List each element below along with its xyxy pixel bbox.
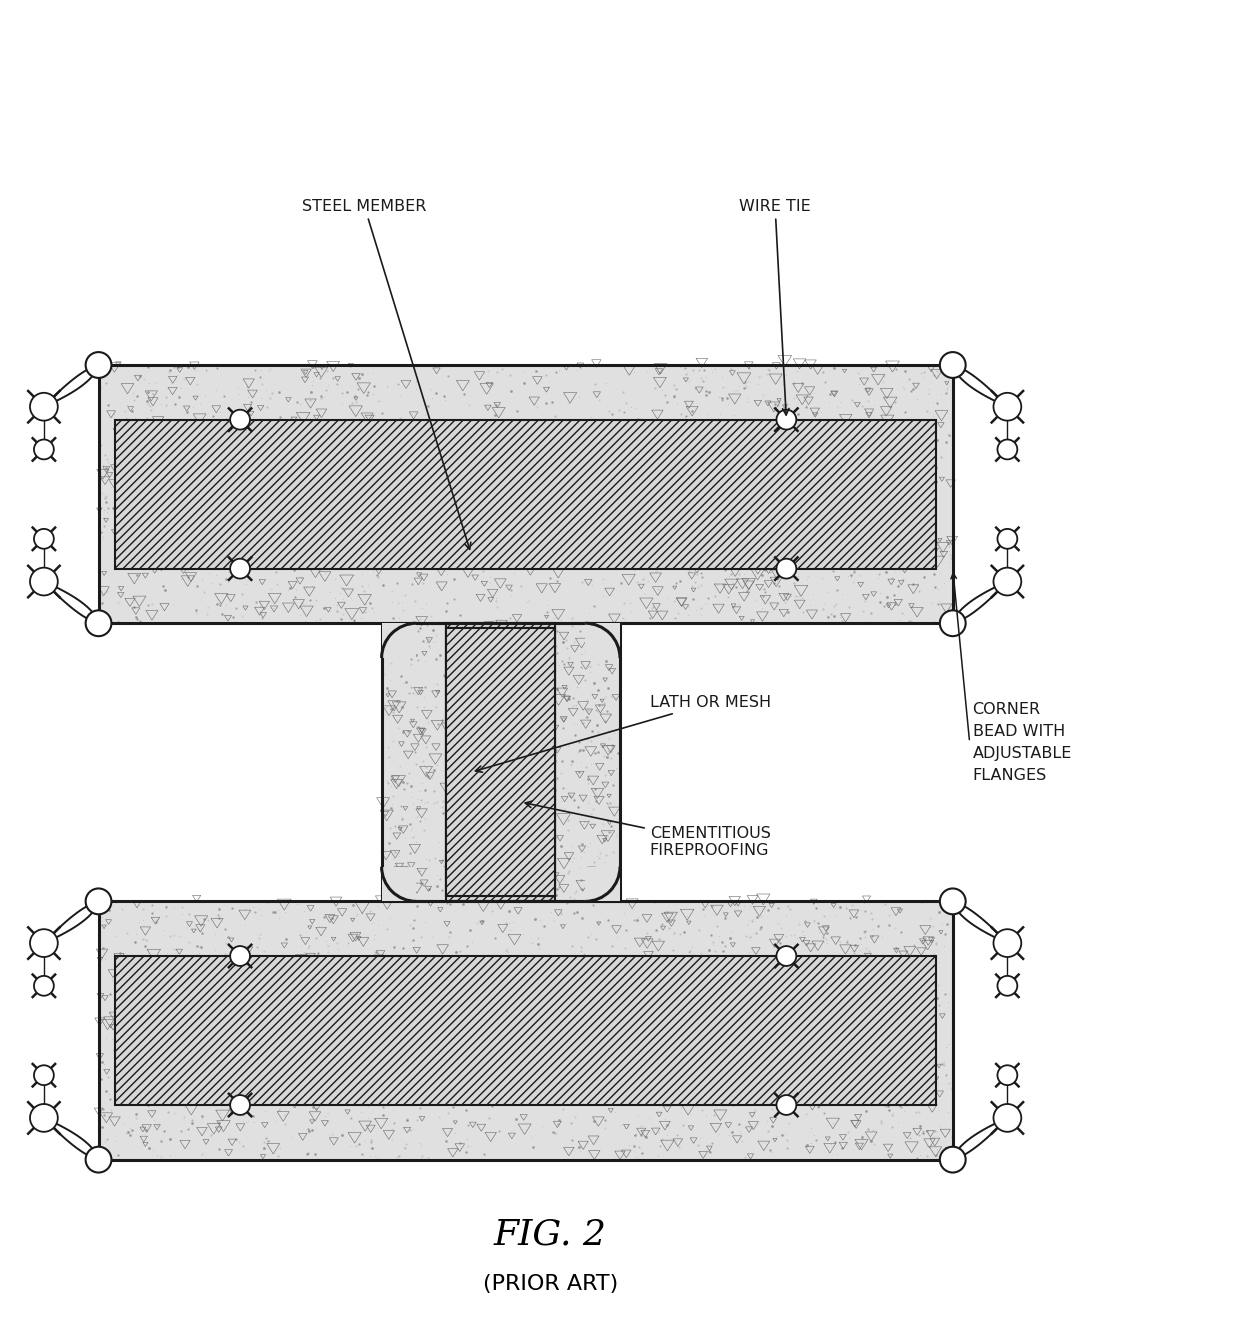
Circle shape <box>86 1147 112 1172</box>
Circle shape <box>776 558 796 578</box>
Text: CEMENTITIOUS
FIREPROOFING: CEMENTITIOUS FIREPROOFING <box>526 802 771 859</box>
Circle shape <box>940 889 966 914</box>
Bar <box>620 901 952 1160</box>
Circle shape <box>940 352 966 378</box>
Circle shape <box>993 393 1022 421</box>
Text: STEEL MEMBER: STEEL MEMBER <box>303 198 471 549</box>
Bar <box>98 901 952 1160</box>
Text: CORNER
BEAD WITH
ADJUSTABLE
FLANGES: CORNER BEAD WITH ADJUSTABLE FLANGES <box>972 701 1073 783</box>
Circle shape <box>993 929 1022 957</box>
Circle shape <box>993 568 1022 595</box>
Circle shape <box>231 946 250 966</box>
Circle shape <box>231 558 250 578</box>
Circle shape <box>33 976 53 996</box>
Bar <box>382 901 620 1160</box>
Bar <box>98 365 952 623</box>
Circle shape <box>231 1095 250 1115</box>
Circle shape <box>997 529 1017 549</box>
Text: (PRIOR ART): (PRIOR ART) <box>482 1274 618 1294</box>
Circle shape <box>33 529 53 549</box>
Text: LATH OR MESH: LATH OR MESH <box>475 695 771 773</box>
Bar <box>382 623 620 901</box>
Bar <box>98 901 952 1160</box>
Circle shape <box>30 929 58 957</box>
Bar <box>382 365 620 623</box>
Bar <box>382 867 417 901</box>
Circle shape <box>776 410 796 430</box>
Circle shape <box>997 976 1017 996</box>
Circle shape <box>940 610 966 636</box>
Circle shape <box>993 1103 1022 1131</box>
Circle shape <box>33 439 53 459</box>
Text: WIRE TIE: WIRE TIE <box>739 198 811 415</box>
Bar <box>446 628 556 897</box>
Circle shape <box>231 410 250 430</box>
Circle shape <box>86 889 112 914</box>
Bar <box>387 628 615 897</box>
Bar <box>115 957 936 1105</box>
Bar <box>446 623 556 901</box>
Circle shape <box>776 1095 796 1115</box>
Bar <box>98 365 952 623</box>
Bar <box>115 419 936 569</box>
Text: FIG. 2: FIG. 2 <box>494 1217 606 1252</box>
Bar <box>98 365 382 623</box>
Bar <box>620 365 952 623</box>
Circle shape <box>997 439 1017 459</box>
Circle shape <box>33 1065 53 1085</box>
Circle shape <box>86 352 112 378</box>
Bar <box>382 623 417 658</box>
Circle shape <box>30 568 58 595</box>
Circle shape <box>940 1147 966 1172</box>
Bar <box>585 867 620 901</box>
Bar <box>98 901 382 1160</box>
Circle shape <box>30 393 58 421</box>
Circle shape <box>776 946 796 966</box>
Bar <box>446 628 556 897</box>
Circle shape <box>30 1103 58 1131</box>
Circle shape <box>997 1065 1017 1085</box>
Bar <box>382 623 620 901</box>
Circle shape <box>86 610 112 636</box>
Bar <box>585 623 620 658</box>
